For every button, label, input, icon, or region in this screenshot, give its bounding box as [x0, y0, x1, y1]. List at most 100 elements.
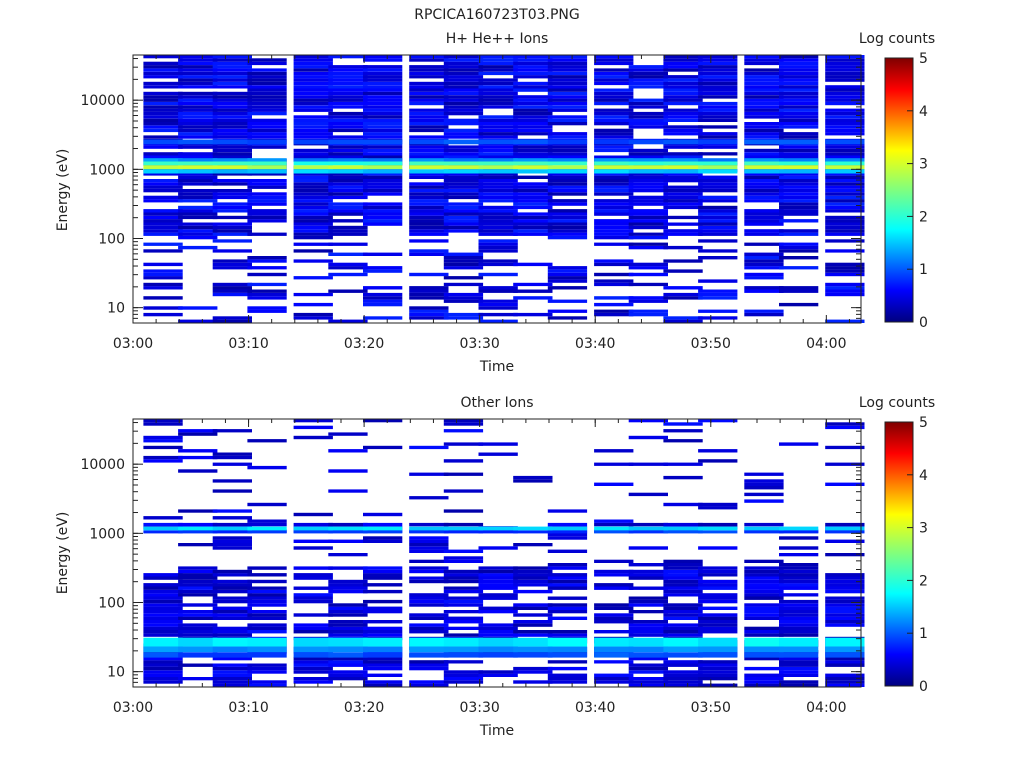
heatmap-cell — [663, 172, 703, 176]
heatmap-band-cell — [328, 161, 368, 166]
heatmap-cell — [478, 55, 518, 59]
heatmap-cell — [594, 55, 634, 59]
heatmap-cell — [779, 135, 819, 139]
heatmap-band-cell — [143, 652, 183, 658]
heatmap-cell — [594, 660, 634, 664]
heatmap-band-cell — [698, 526, 738, 531]
heatmap-cell — [293, 599, 333, 604]
heatmap-cell — [744, 179, 784, 183]
y-tick-label: 10000 — [80, 93, 125, 109]
heatmap-cell — [409, 222, 449, 226]
heatmap-cell — [663, 573, 703, 577]
heatmap-cell — [698, 101, 738, 106]
heatmap-cell — [825, 68, 865, 72]
heatmap-cell — [825, 266, 865, 270]
heatmap-cell — [744, 576, 784, 580]
heatmap-cell — [363, 666, 403, 671]
heatmap-cell — [247, 111, 287, 116]
heatmap-band-cell — [443, 161, 484, 166]
heatmap-cell — [779, 232, 819, 236]
heatmap-cell — [663, 195, 703, 200]
y-tick-label: 10000 — [80, 457, 125, 473]
heatmap-cell — [547, 666, 588, 671]
heatmap-cell — [825, 189, 865, 193]
heatmap-cell — [825, 219, 865, 223]
heatmap-cell — [744, 61, 784, 66]
heatmap-cell — [513, 98, 553, 102]
heatmap-cell — [247, 195, 287, 200]
heatmap-cell — [293, 78, 333, 82]
heatmap-cell — [478, 78, 518, 82]
heatmap-cell — [744, 579, 784, 584]
heatmap-cell — [478, 125, 518, 129]
heatmap-cell — [628, 152, 668, 156]
heatmap-cell — [363, 222, 403, 226]
heatmap-cell — [478, 61, 518, 66]
heatmap-cell — [698, 579, 738, 584]
heatmap-cell — [744, 108, 784, 112]
heatmap-cell — [594, 128, 634, 133]
heatmap-cell — [628, 175, 668, 179]
heatmap-cell — [143, 666, 183, 671]
heatmap-cell — [663, 175, 703, 179]
heatmap-cell — [247, 98, 287, 102]
heatmap-cell — [328, 252, 368, 256]
heatmap-cell — [547, 175, 588, 179]
heatmap-cell — [143, 673, 183, 677]
heatmap-cell — [478, 105, 518, 109]
heatmap-band-cell — [143, 646, 183, 653]
heatmap-cell — [779, 98, 819, 102]
heatmap-cell — [628, 563, 668, 567]
heatmap-cell — [293, 205, 333, 210]
heatmap-cell — [328, 242, 368, 246]
heatmap-cell — [628, 85, 668, 89]
heatmap-cell — [363, 269, 403, 273]
heatmap-cell — [212, 613, 252, 617]
heatmap-band-cell — [443, 139, 484, 145]
heatmap-cell — [443, 620, 484, 624]
heatmap-cell — [247, 630, 287, 634]
heatmap-cell — [547, 596, 588, 600]
heatmap-cell — [825, 677, 865, 681]
heatmap-cell — [698, 85, 738, 89]
heatmap-cell — [178, 245, 218, 250]
heatmap-cell — [443, 108, 484, 112]
heatmap-cell — [628, 195, 668, 200]
heatmap-band-cell — [143, 161, 183, 166]
heatmap-cell — [293, 663, 333, 667]
heatmap-cell — [513, 666, 553, 671]
heatmap-cell — [744, 229, 784, 233]
heatmap-cell — [409, 155, 449, 159]
heatmap-cell — [825, 225, 865, 230]
heatmap-cell — [293, 249, 333, 253]
heatmap-cell — [478, 219, 518, 223]
heatmap-cell — [698, 58, 738, 62]
heatmap-cell — [178, 225, 218, 230]
heatmap-cell — [409, 68, 449, 72]
heatmap-band-cell — [594, 169, 634, 174]
heatmap-cell — [663, 75, 703, 79]
heatmap-cell — [363, 660, 403, 664]
heatmap-cell — [363, 118, 403, 122]
heatmap-cell — [328, 677, 368, 681]
heatmap-cell — [443, 599, 484, 604]
heatmap-cell — [409, 135, 449, 139]
heatmap-band-cell — [363, 526, 403, 531]
heatmap-cell — [628, 101, 668, 106]
heatmap-cell — [247, 296, 287, 300]
colorbar-tick-label: 3 — [919, 521, 928, 537]
heatmap-cell — [247, 519, 287, 523]
heatmap-cell — [328, 553, 368, 557]
heatmap-cell — [779, 189, 819, 193]
heatmap-cell — [293, 175, 333, 179]
heatmap-cell — [363, 633, 403, 637]
heatmap-cell — [293, 670, 333, 674]
heatmap-cell — [594, 616, 634, 620]
heatmap-cell — [178, 576, 218, 580]
heatmap-cell — [409, 292, 449, 297]
heatmap-cell — [594, 212, 634, 216]
heatmap-band-cell — [178, 165, 218, 170]
heatmap-cell — [143, 95, 183, 99]
heatmap-cell — [143, 670, 183, 674]
heatmap-cell — [212, 135, 252, 139]
